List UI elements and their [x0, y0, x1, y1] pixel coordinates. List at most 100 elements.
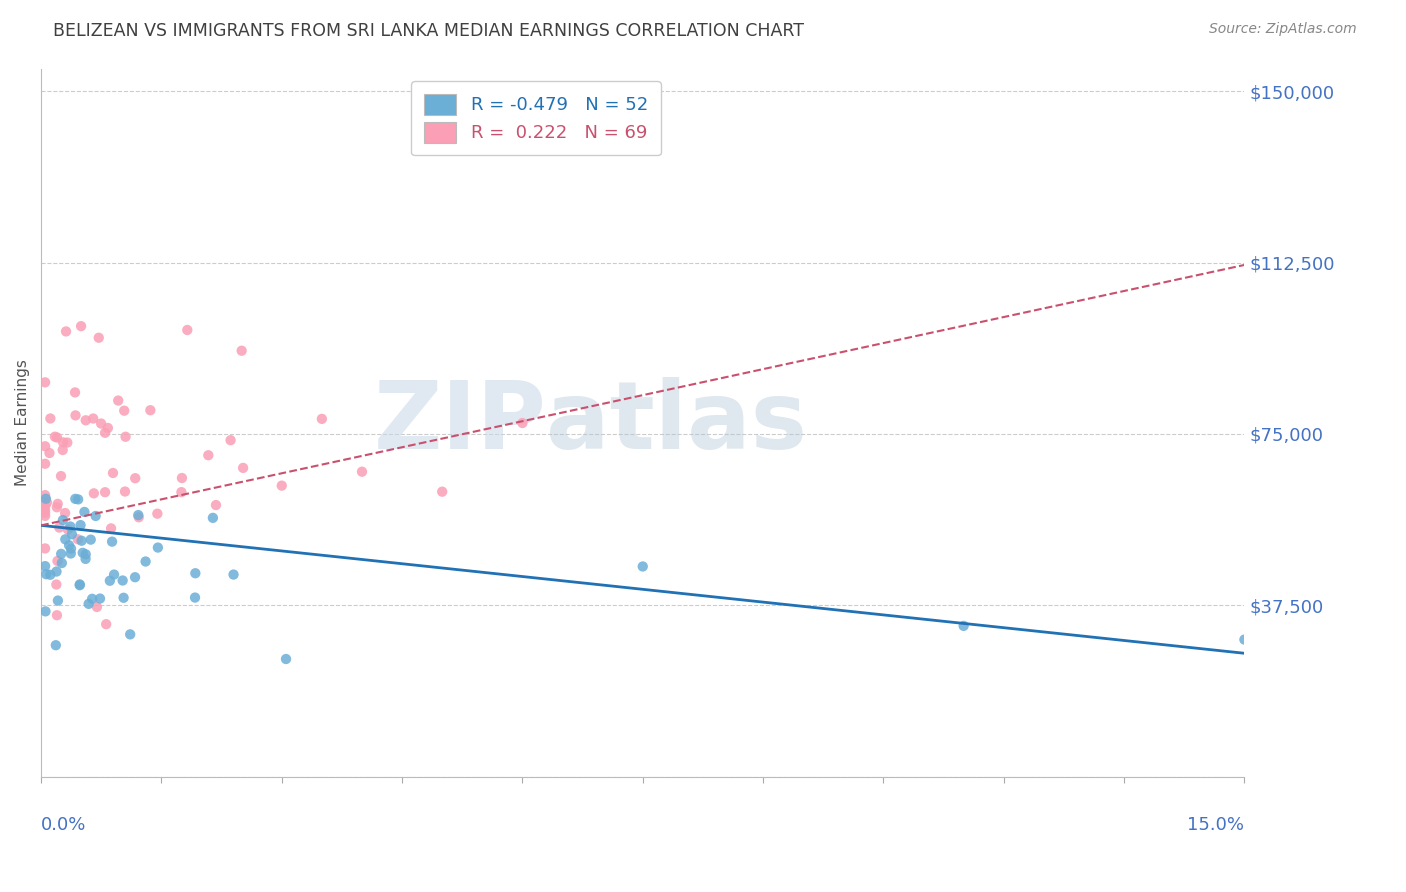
Point: [55, 325, 77, 339]
Point: [222, 567, 245, 582]
Point: [34, 457, 56, 471]
Point: [146, 507, 169, 521]
Point: [128, 510, 150, 524]
Point: [34, 376, 56, 390]
Point: [66, 533, 89, 547]
Point: [135, 554, 157, 568]
Point: [82, 591, 104, 606]
Point: [631, 559, 654, 574]
Point: [45, 638, 67, 652]
Point: [120, 627, 142, 641]
Point: [70, 319, 93, 334]
Text: BELIZEAN VS IMMIGRANTS FROM SRI LANKA MEDIAN EARNINGS CORRELATION CHART: BELIZEAN VS IMMIGRANTS FROM SRI LANKA ME…: [53, 22, 804, 40]
Text: ZIP: ZIP: [374, 376, 547, 468]
Point: [176, 323, 198, 337]
Point: [46, 593, 69, 607]
Point: [75, 547, 97, 561]
Point: [97, 421, 120, 435]
Point: [96, 617, 118, 632]
Point: [101, 466, 124, 480]
Point: [34, 541, 56, 556]
Point: [60, 541, 83, 556]
Point: [44, 430, 66, 444]
Point: [70, 533, 93, 548]
Point: [52, 435, 75, 450]
Point: [34, 559, 56, 574]
Point: [45, 500, 67, 515]
Point: [75, 413, 97, 427]
Point: [270, 478, 292, 492]
Point: [34, 502, 56, 516]
Point: [51, 556, 73, 570]
Text: 15.0%: 15.0%: [1188, 815, 1244, 833]
Point: [311, 412, 333, 426]
Point: [201, 511, 224, 525]
Point: [98, 574, 121, 588]
Point: [432, 484, 454, 499]
Point: [59, 547, 82, 561]
Point: [77, 597, 100, 611]
Point: [34, 508, 56, 523]
Point: [53, 533, 76, 547]
Point: [34, 488, 56, 502]
Point: [51, 547, 73, 561]
Point: [73, 505, 96, 519]
Point: [46, 430, 69, 444]
Point: [219, 433, 242, 447]
Point: [89, 591, 111, 606]
Point: [45, 608, 67, 623]
Point: [65, 491, 87, 506]
Point: [58, 538, 80, 552]
Point: [56, 435, 79, 450]
Point: [114, 484, 136, 499]
Y-axis label: Median Earnings: Median Earnings: [15, 359, 30, 486]
Point: [124, 471, 146, 485]
Point: [48, 520, 70, 534]
Text: 0.0%: 0.0%: [41, 815, 87, 833]
Point: [35, 495, 58, 509]
Point: [205, 498, 228, 512]
Point: [124, 570, 146, 584]
Point: [1233, 632, 1256, 647]
Point: [90, 417, 112, 431]
Point: [45, 565, 67, 579]
Point: [52, 442, 75, 457]
Point: [952, 619, 974, 633]
Point: [69, 518, 91, 533]
Point: [231, 343, 253, 358]
Point: [100, 521, 122, 535]
Point: [146, 541, 169, 555]
Point: [112, 591, 135, 605]
Point: [350, 465, 373, 479]
Text: atlas: atlas: [547, 376, 807, 468]
Point: [65, 409, 87, 423]
Point: [75, 552, 97, 566]
Point: [103, 567, 125, 582]
Legend: R = -0.479   N = 52, R =  0.222   N = 69: R = -0.479 N = 52, R = 0.222 N = 69: [411, 81, 661, 155]
Point: [184, 566, 207, 581]
Point: [53, 506, 76, 520]
Point: [34, 439, 56, 453]
Point: [34, 604, 56, 618]
Text: Source: ZipAtlas.com: Source: ZipAtlas.com: [1209, 22, 1357, 37]
Point: [112, 403, 135, 417]
Point: [274, 652, 297, 666]
Point: [170, 485, 193, 500]
Point: [63, 385, 86, 400]
Point: [107, 393, 129, 408]
Point: [34, 506, 56, 520]
Point: [139, 403, 162, 417]
Point: [83, 486, 105, 500]
Point: [114, 430, 136, 444]
Point: [512, 416, 534, 430]
Point: [111, 574, 134, 588]
Point: [69, 578, 91, 592]
Point: [94, 485, 117, 500]
Point: [184, 591, 207, 605]
Point: [170, 471, 193, 485]
Point: [232, 461, 254, 475]
Point: [59, 519, 82, 533]
Point: [56, 523, 79, 537]
Point: [94, 425, 117, 440]
Point: [34, 498, 56, 512]
